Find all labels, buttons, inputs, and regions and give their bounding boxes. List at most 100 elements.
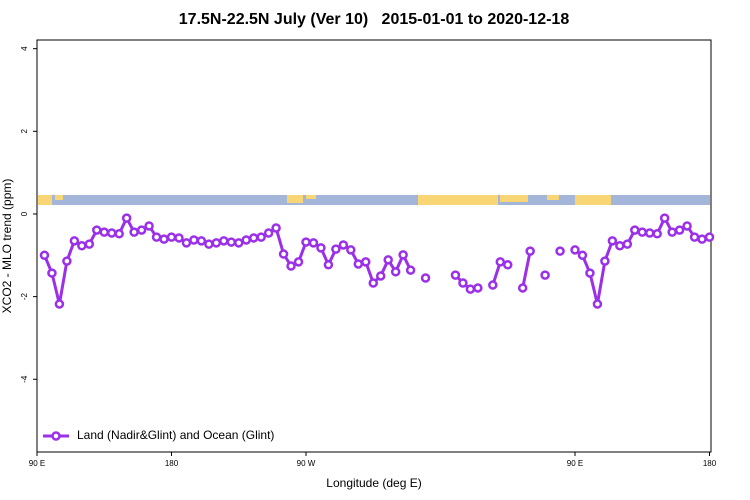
- chart-title: 17.5N-22.5N July (Ver 10) 2015-01-01 to …: [179, 11, 570, 28]
- data-point: [674, 225, 685, 235]
- data-point: [592, 299, 603, 309]
- data-point: [644, 228, 655, 238]
- data-point: [196, 236, 207, 246]
- data-point: [323, 260, 334, 270]
- data-point: [144, 221, 154, 231]
- y-tick-label: 0: [20, 211, 29, 216]
- data-point: [211, 238, 222, 248]
- data-point: [503, 260, 513, 270]
- data-point: [77, 241, 87, 251]
- data-point: [286, 261, 296, 271]
- data-point: [159, 234, 169, 244]
- data-point: [682, 221, 692, 231]
- data-point: [241, 235, 251, 245]
- legend-marker: [51, 431, 61, 441]
- data-point: [189, 235, 199, 245]
- x-tick-label: 90 E: [29, 459, 45, 468]
- data-point: [667, 227, 677, 237]
- data-point: [278, 249, 289, 259]
- data-point: [637, 227, 648, 237]
- data-point: [47, 268, 57, 278]
- x-tick-label: 180: [703, 459, 717, 468]
- data-point: [99, 227, 110, 237]
- data-point: [659, 213, 670, 223]
- data-point: [689, 232, 700, 242]
- data-point: [69, 236, 80, 246]
- data-point: [488, 280, 498, 290]
- data-point: [525, 246, 535, 256]
- data-point: [495, 257, 506, 267]
- data-point: [331, 244, 341, 254]
- data-point: [62, 256, 72, 266]
- data-point: [338, 240, 349, 250]
- data-point: [517, 283, 528, 293]
- data-point: [540, 270, 550, 280]
- data-point: [301, 237, 311, 247]
- data-point: [308, 238, 319, 248]
- data-point: [263, 228, 274, 238]
- data-point: [248, 233, 259, 243]
- data-point: [704, 232, 715, 242]
- data-point: [166, 232, 177, 242]
- data-point: [622, 239, 633, 249]
- data-point: [181, 238, 192, 248]
- legend-label: Land (Nadir&Glint) and Ocean (Glint): [77, 428, 274, 442]
- data-point: [293, 257, 304, 267]
- data-point: [600, 256, 610, 266]
- x-axis-label: Longitude (deg E): [326, 476, 421, 490]
- data-point: [106, 228, 117, 238]
- data-point: [316, 243, 326, 253]
- y-tick-label: -2: [20, 293, 29, 301]
- data-point: [450, 270, 461, 280]
- data-point: [405, 265, 416, 275]
- data-point: [458, 278, 468, 288]
- data-point: [219, 236, 229, 246]
- data-point: [271, 223, 281, 233]
- data-point: [346, 245, 356, 255]
- data-point: [256, 232, 266, 242]
- y-tick-label: -4: [20, 375, 29, 383]
- data-point: [375, 271, 386, 281]
- data-point: [54, 299, 65, 309]
- data-point: [607, 236, 618, 246]
- data-point: [368, 278, 379, 288]
- data-point: [615, 241, 625, 251]
- data-point: [353, 259, 364, 269]
- x-tick-label: 90 W: [297, 459, 316, 468]
- data-point: [204, 239, 214, 249]
- data-point: [136, 225, 147, 235]
- data-point: [361, 257, 371, 267]
- data-point: [630, 225, 640, 235]
- data-point: [390, 267, 401, 277]
- data-point: [114, 229, 124, 239]
- data-point: [121, 213, 132, 223]
- data-point: [398, 250, 408, 260]
- data-point: [465, 284, 476, 294]
- plot-frame: [36, 39, 712, 453]
- data-point: [555, 246, 565, 256]
- x-tick-label: 90 E: [567, 459, 583, 468]
- data-point: [473, 283, 483, 293]
- y-tick-label: 4: [20, 46, 29, 51]
- land-ocean-strip: [38, 195, 710, 205]
- data-point: [652, 229, 662, 239]
- y-axis-label: XCO2 - MLO trend (ppm): [0, 179, 14, 314]
- data-point: [577, 250, 588, 261]
- y-tick-label: 2: [20, 129, 29, 134]
- data-point: [174, 233, 184, 243]
- data-point: [420, 273, 431, 283]
- data-point: [697, 234, 707, 244]
- data-point: [39, 250, 50, 261]
- data-point: [570, 245, 580, 255]
- data-point: [84, 239, 95, 249]
- data-point: [129, 227, 139, 237]
- data-point: [585, 268, 595, 278]
- data-point: [151, 232, 162, 242]
- data-point: [92, 225, 102, 235]
- x-tick-label: 180: [165, 459, 179, 468]
- series-line: [521, 250, 532, 289]
- data-point: [226, 237, 237, 247]
- data-point: [383, 255, 393, 265]
- data-point: [234, 238, 244, 248]
